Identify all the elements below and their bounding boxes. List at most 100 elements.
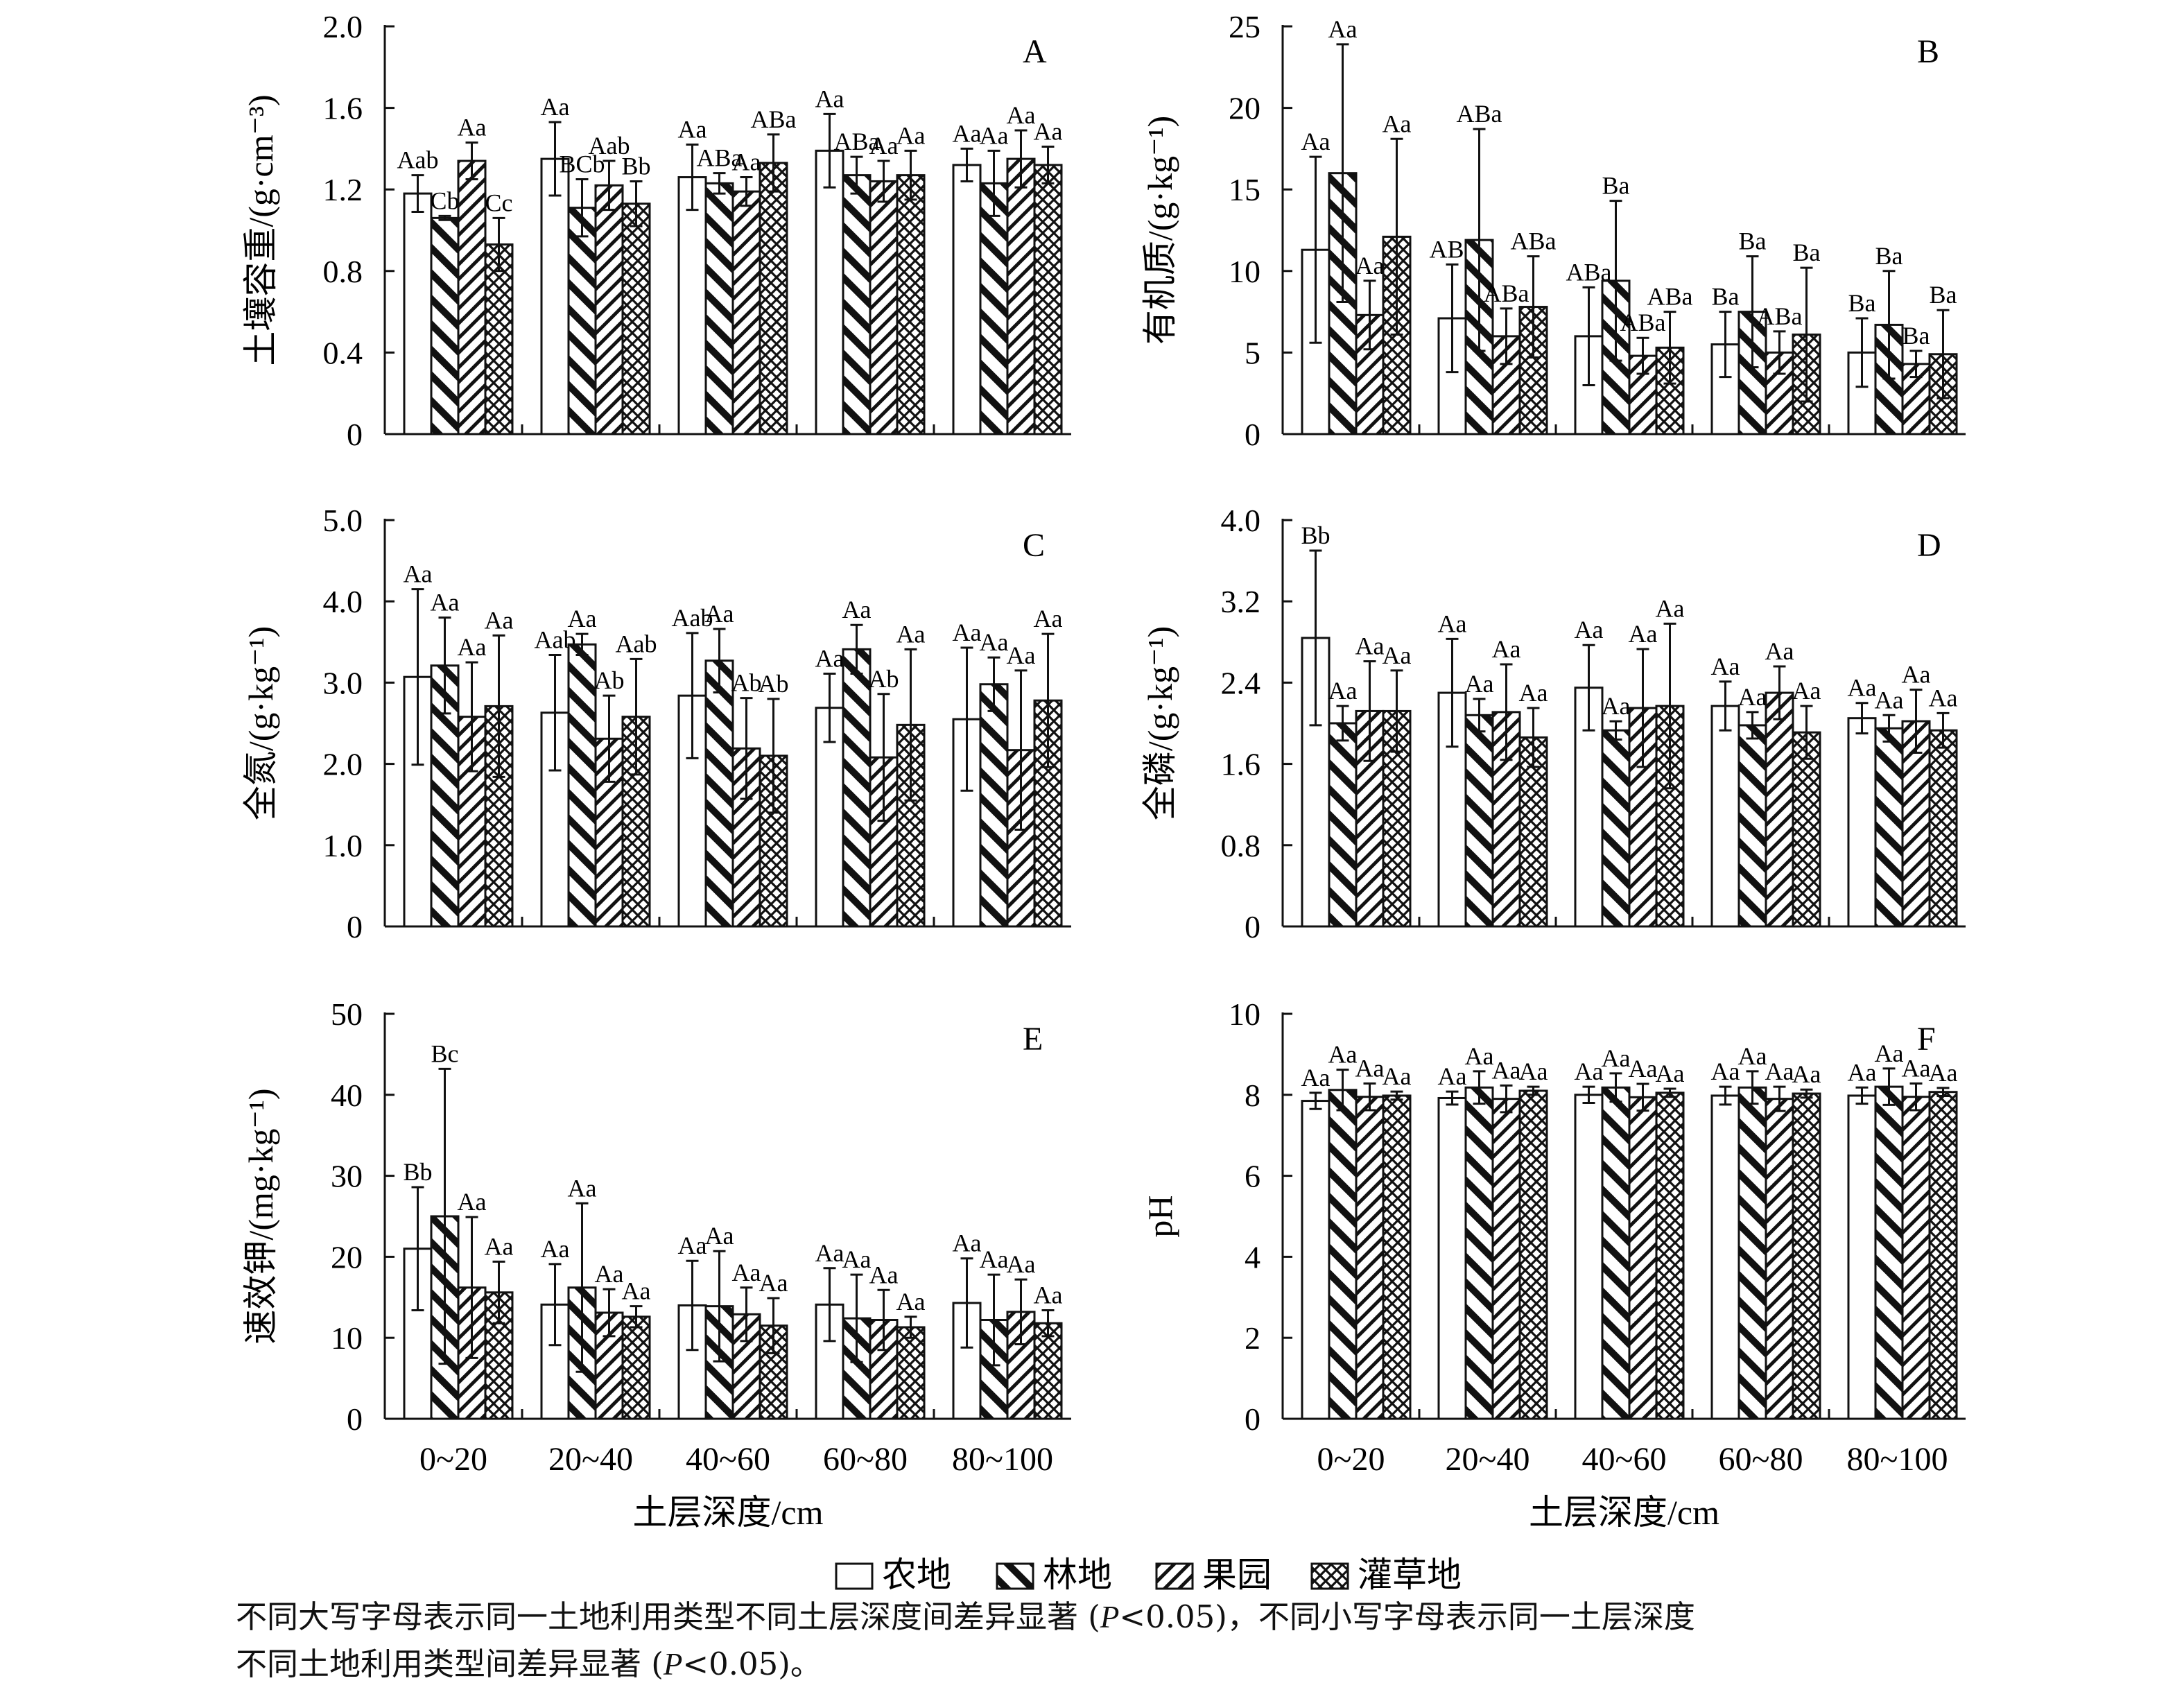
significance-label: Aa [1328, 1041, 1358, 1069]
significance-label: Aa [404, 560, 433, 588]
panel-c: 01.02.03.04.05.0全氮/(g·kg⁻¹)CAaAabAabAaAa… [241, 503, 1071, 944]
significance-label: Aa [732, 1259, 761, 1286]
significance-label: Aa [595, 1260, 624, 1288]
legend: 农地 林地 果园 灌草地 [835, 1555, 1462, 1594]
caption-text: 不同土地利用类型间差异显著 ( [236, 1646, 664, 1682]
significance-label: Cb [430, 187, 459, 214]
y-axis-label: 速效钾/(mg·kg⁻¹) [241, 1088, 280, 1344]
y-tick-label: 0.4 [323, 335, 363, 370]
panel-letter: B [1917, 33, 1939, 70]
bar-shrub-grass [1928, 729, 1958, 928]
bar-orchard [457, 159, 487, 435]
legend-label-forest: 林地 [1043, 1555, 1112, 1594]
significance-label: Aa [1765, 637, 1794, 665]
significance-label: Bb [1301, 521, 1330, 549]
bar-forest [1874, 1085, 1904, 1420]
significance-label: Aa [1848, 1058, 1877, 1086]
significance-label: Aa [541, 1235, 570, 1263]
bar-farmland [1301, 1100, 1331, 1420]
y-tick-label: 3.2 [1221, 584, 1261, 619]
x-tick-label: 40~60 [686, 1441, 770, 1478]
bar-shrub-grass [759, 162, 788, 435]
panel-a: 00.40.81.21.62.0土壤容重/(g·cm⁻³)AAabAaAaAaA… [241, 9, 1071, 452]
legend-swatch-forest [996, 1562, 1034, 1590]
significance-label: Aa [1629, 620, 1658, 648]
y-tick-label: 4.0 [1221, 503, 1261, 538]
significance-label: ABa [751, 105, 797, 133]
significance-label: Aa [485, 606, 514, 634]
significance-label: Ab [869, 665, 899, 693]
bar-orchard [1491, 1098, 1521, 1420]
bar-forest [1328, 1089, 1358, 1420]
bar-shrub-grass [896, 1326, 926, 1420]
bar-farmland [1847, 1094, 1877, 1420]
significance-label: Aa [1007, 641, 1036, 669]
bar-forest [1328, 722, 1358, 928]
legend-swatch-shrub-grass [1310, 1562, 1349, 1590]
significance-label: ABa [1511, 227, 1557, 255]
significance-label: Aab [616, 630, 657, 657]
significance-label: Aa [1875, 686, 1904, 714]
panel-letter: E [1023, 1021, 1043, 1058]
significance-label: Aa [1629, 1055, 1658, 1082]
bar-forest [1737, 1086, 1767, 1420]
significance-label: Aa [1355, 252, 1385, 279]
bar-orchard [869, 180, 899, 435]
significance-label: Aa [568, 1174, 597, 1202]
significance-label: Aa [1602, 1044, 1631, 1072]
y-axis-label: 全磷/(g·kg⁻¹) [1141, 626, 1179, 820]
significance-label: Aa [1519, 1058, 1548, 1085]
x-tick-label: 20~40 [548, 1441, 633, 1478]
significance-label: Aa [1383, 110, 1412, 137]
y-tick-label: 20 [1229, 91, 1260, 126]
bar-forest [842, 648, 872, 928]
significance-label: Aa [1765, 1058, 1794, 1085]
significance-label: Aa [842, 596, 872, 623]
significance-label: Aa [1656, 1060, 1685, 1087]
significance-label: Aa [541, 93, 570, 121]
bar-farmland [952, 164, 982, 435]
significance-label: Ba [1930, 281, 1957, 309]
caption-p-symbol: P [1100, 1600, 1120, 1634]
significance-label: Aa [815, 85, 844, 112]
y-tick-label: 40 [331, 1078, 363, 1113]
significance-label: Aa [1301, 128, 1331, 155]
significance-label: Aa [1383, 641, 1412, 669]
bar-farmland [403, 192, 433, 435]
legend-swatch-orchard [1155, 1562, 1194, 1590]
bar-farmland [677, 694, 707, 928]
x-tick-label: 60~80 [823, 1441, 908, 1478]
significance-label: Aa [1034, 1281, 1063, 1309]
significance-label: Cc [485, 189, 513, 216]
bar-farmland [1574, 1094, 1604, 1420]
significance-label: Aa [980, 1245, 1009, 1273]
caption-p-symbol: P [663, 1647, 683, 1682]
x-tick-label: 80~100 [1847, 1441, 1948, 1478]
significance-label: Aa [1438, 610, 1467, 637]
significance-label: Aa [1929, 684, 1958, 711]
significance-label: Aa [458, 1188, 487, 1216]
y-axis-label: 土壤容重/(g·cm⁻³) [241, 94, 280, 365]
caption-text: <0.05)。 [682, 1646, 822, 1682]
bar-shrub-grass [1655, 1091, 1685, 1420]
significance-label: Aa [953, 1229, 982, 1257]
bar-orchard [1765, 1098, 1794, 1420]
bar-orchard [594, 184, 624, 435]
bar-shrub-grass [621, 202, 651, 435]
significance-label: Aa [431, 589, 460, 616]
legend-label-shrub-grass: 灌草地 [1358, 1555, 1462, 1594]
bar-forest [979, 182, 1009, 435]
y-tick-label: 1.6 [1221, 747, 1261, 782]
y-tick-label: 0 [1245, 909, 1260, 944]
significance-label: Aa [896, 620, 926, 648]
y-tick-label: 0.8 [1221, 828, 1261, 863]
x-tick-label: 0~20 [1317, 1441, 1385, 1478]
significance-label: Aa [1492, 635, 1521, 663]
significance-label: Aa [1007, 1250, 1036, 1278]
significance-label: ABa [834, 128, 880, 155]
significance-label: Aa [1575, 616, 1604, 644]
y-tick-label: 0 [347, 909, 363, 944]
significance-label: Aab [589, 132, 630, 159]
